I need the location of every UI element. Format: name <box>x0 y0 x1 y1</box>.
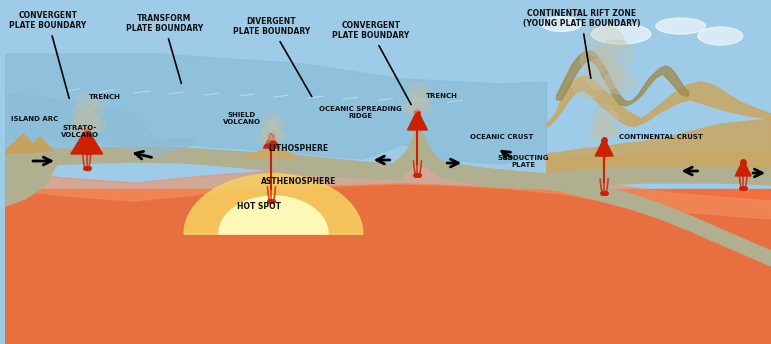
Ellipse shape <box>591 24 651 44</box>
Polygon shape <box>5 94 160 150</box>
Ellipse shape <box>541 17 581 32</box>
Ellipse shape <box>83 100 105 117</box>
Text: ISLAND ARC: ISLAND ARC <box>12 116 59 122</box>
Ellipse shape <box>592 115 608 127</box>
Ellipse shape <box>601 111 619 125</box>
Polygon shape <box>184 174 363 234</box>
Polygon shape <box>5 150 65 206</box>
Ellipse shape <box>415 88 431 101</box>
Text: DIVERGENT
PLATE BOUNDARY: DIVERGENT PLATE BOUNDARY <box>233 17 311 97</box>
Ellipse shape <box>594 120 614 136</box>
Polygon shape <box>5 184 771 344</box>
Polygon shape <box>5 189 771 214</box>
Ellipse shape <box>698 27 742 45</box>
Ellipse shape <box>68 121 86 135</box>
Ellipse shape <box>581 48 612 72</box>
Polygon shape <box>595 138 613 156</box>
Ellipse shape <box>594 104 614 120</box>
Polygon shape <box>408 110 427 130</box>
Text: OCEANIC CRUST: OCEANIC CRUST <box>470 134 534 140</box>
Ellipse shape <box>604 70 636 94</box>
Ellipse shape <box>269 117 284 130</box>
Ellipse shape <box>262 126 281 140</box>
Ellipse shape <box>656 18 705 34</box>
Ellipse shape <box>407 92 421 103</box>
Polygon shape <box>219 196 328 234</box>
Text: OCEANIC SPREADING
RIDGE: OCEANIC SPREADING RIDGE <box>319 106 402 118</box>
Text: CONVERGENT
PLATE BOUNDARY: CONVERGENT PLATE BOUNDARY <box>9 11 86 98</box>
Text: SUBDUCTING
PLATE: SUBDUCTING PLATE <box>498 154 550 168</box>
Ellipse shape <box>572 74 604 98</box>
Polygon shape <box>547 119 771 159</box>
Ellipse shape <box>86 118 106 133</box>
Polygon shape <box>241 146 301 158</box>
Polygon shape <box>264 134 279 148</box>
Polygon shape <box>5 244 771 274</box>
Text: TRENCH: TRENCH <box>426 93 458 99</box>
Text: STRATO-
VOLCANO: STRATO- VOLCANO <box>61 125 99 138</box>
Polygon shape <box>5 214 771 244</box>
Ellipse shape <box>261 121 275 132</box>
Text: SHIELD
VOLCANO: SHIELD VOLCANO <box>223 111 261 125</box>
Polygon shape <box>547 166 771 189</box>
Polygon shape <box>5 166 771 219</box>
Ellipse shape <box>75 111 99 130</box>
Ellipse shape <box>262 111 281 126</box>
Ellipse shape <box>584 58 624 90</box>
Ellipse shape <box>258 132 271 143</box>
Ellipse shape <box>584 26 624 58</box>
Text: TRENCH: TRENCH <box>89 94 120 100</box>
Ellipse shape <box>417 102 432 112</box>
Ellipse shape <box>271 131 286 142</box>
Polygon shape <box>547 76 771 127</box>
Polygon shape <box>115 139 194 156</box>
Polygon shape <box>26 137 54 151</box>
Polygon shape <box>547 174 771 266</box>
Polygon shape <box>395 130 443 166</box>
Ellipse shape <box>409 82 426 96</box>
Polygon shape <box>5 146 402 180</box>
Polygon shape <box>547 151 771 172</box>
Ellipse shape <box>75 92 99 111</box>
Text: CONVERGENT
PLATE BOUNDARY: CONVERGENT PLATE BOUNDARY <box>332 21 411 105</box>
Text: LITHOSPHERE: LITHOSPHERE <box>268 143 328 152</box>
Polygon shape <box>5 0 771 344</box>
Polygon shape <box>5 274 771 304</box>
Text: CONTINENTAL CRUST: CONTINENTAL CRUST <box>619 134 702 140</box>
Polygon shape <box>736 160 751 176</box>
Polygon shape <box>3 143 23 153</box>
Ellipse shape <box>403 104 417 115</box>
Polygon shape <box>5 304 771 344</box>
Ellipse shape <box>598 40 634 68</box>
Polygon shape <box>5 144 547 189</box>
Text: HOT SPOT: HOT SPOT <box>237 202 281 211</box>
Text: TRANSFORM
PLATE BOUNDARY: TRANSFORM PLATE BOUNDARY <box>126 14 203 83</box>
Polygon shape <box>71 128 103 154</box>
Ellipse shape <box>588 128 604 140</box>
Text: CONTINENTAL RIFT ZONE
(YOUNG PLATE BOUNDARY): CONTINENTAL RIFT ZONE (YOUNG PLATE BOUND… <box>523 9 640 78</box>
Polygon shape <box>5 134 41 152</box>
Ellipse shape <box>604 126 620 138</box>
Polygon shape <box>415 122 420 132</box>
Ellipse shape <box>72 105 92 120</box>
Polygon shape <box>557 51 689 106</box>
Ellipse shape <box>409 96 426 111</box>
Text: ASTHENOSPHERE: ASTHENOSPHERE <box>261 176 336 185</box>
Polygon shape <box>5 54 547 164</box>
